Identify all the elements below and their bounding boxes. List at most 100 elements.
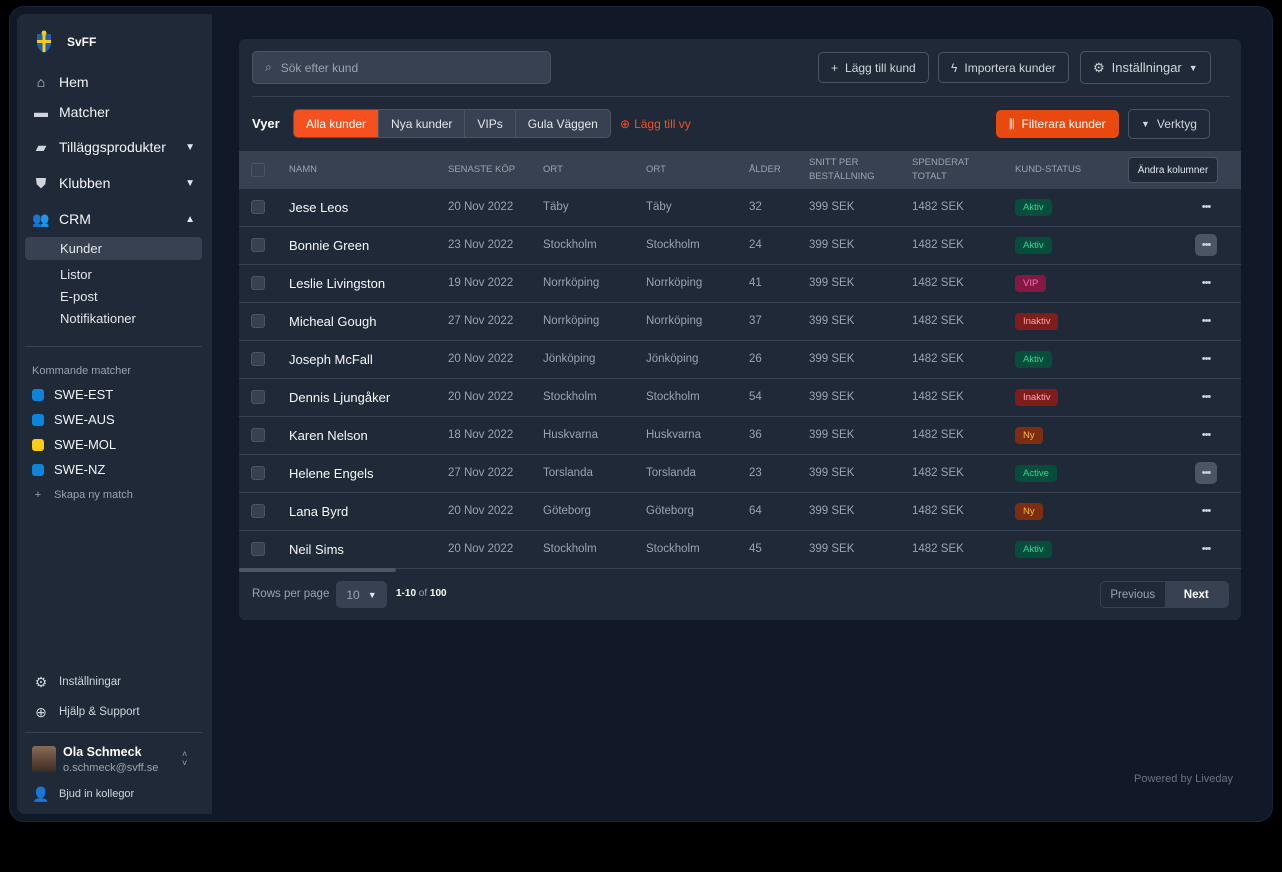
invite-button[interactable]: 👤 Bjud in kollegor — [32, 786, 195, 802]
ort: Jönköping — [543, 353, 596, 365]
add-customer-button[interactable]: + Lägg till kund — [818, 52, 929, 83]
row-checkbox[interactable] — [251, 390, 265, 404]
button-label: Filterara kunder — [1021, 117, 1106, 131]
match-swe-nz[interactable]: SWE-NZ — [32, 462, 105, 477]
nav-tillaggsprodukter[interactable]: ▰ Tilläggsprodukter ▼ — [33, 139, 195, 156]
nav-label: Matcher — [59, 104, 110, 120]
tools-button[interactable]: ▼ Verktyg — [1128, 109, 1210, 139]
tab-alla-kunder[interactable]: Alla kunder — [294, 110, 380, 137]
tab-vips[interactable]: VIPs — [465, 110, 516, 137]
nav-help[interactable]: ⊕ Hjälp & Support — [33, 704, 195, 720]
customer-name[interactable]: Leslie Livingston — [289, 276, 386, 291]
row-checkbox[interactable] — [251, 428, 265, 442]
col-age[interactable]: Ålder — [749, 164, 781, 175]
more-actions-icon[interactable]: ••• — [1195, 234, 1217, 256]
age: 37 — [749, 315, 762, 327]
settings-button[interactable]: ⚙ Inställningar ▼ — [1080, 51, 1211, 84]
invite-label: Bjud in kollegor — [59, 788, 135, 800]
customer-name[interactable]: Dennis Ljungåker — [289, 390, 391, 405]
more-actions-icon[interactable]: ••• — [1201, 201, 1212, 213]
table-row[interactable]: Jese Leos 20 Nov 2022 Täby Täby 32 399 S… — [239, 189, 1241, 227]
age: 23 — [749, 467, 762, 479]
col-ort[interactable]: Ort — [543, 164, 563, 175]
search-input[interactable]: ⌕ Sök efter kund — [252, 51, 551, 84]
col-name[interactable]: Namn — [289, 164, 317, 175]
nav-crm[interactable]: 👥 CRM ▲ — [32, 211, 195, 228]
nav-klubben[interactable]: ⛊ Klubben ▼ — [33, 175, 195, 192]
col-status[interactable]: Kund-status — [1015, 164, 1082, 175]
more-actions-icon[interactable]: ••• — [1201, 543, 1212, 555]
row-checkbox[interactable] — [251, 466, 265, 480]
sidebar-item-kunder[interactable]: Kunder — [25, 237, 202, 260]
row-checkbox[interactable] — [251, 276, 265, 290]
more-actions-icon[interactable]: ••• — [1201, 315, 1212, 327]
table-row[interactable]: Helene Engels 27 Nov 2022 Torslanda Tors… — [239, 455, 1241, 493]
customer-name[interactable]: Bonnie Green — [289, 238, 370, 253]
row-checkbox[interactable] — [251, 504, 265, 518]
customer-name[interactable]: Jese Leos — [289, 200, 349, 215]
row-checkbox[interactable] — [251, 314, 265, 328]
more-actions-icon[interactable]: ••• — [1195, 462, 1217, 484]
customer-name[interactable]: Helene Engels — [289, 466, 374, 481]
customer-name[interactable]: Lana Byrd — [289, 504, 349, 519]
select-all-checkbox[interactable] — [251, 163, 265, 177]
user-menu[interactable]: Ola Schmeck o.schmeck@svff.se ˄ ˅ — [32, 745, 197, 775]
nav-installningar[interactable]: ⚙ Inställningar — [33, 674, 195, 690]
status-badge: Inaktiv — [1015, 313, 1059, 330]
col-last-purchase[interactable]: Senaste köp — [448, 164, 516, 175]
tab-nya-kunder[interactable]: Nya kunder — [379, 110, 466, 137]
customer-name[interactable]: Karen Nelson — [289, 428, 368, 443]
nav-label: Klubben — [59, 175, 111, 191]
table-row[interactable]: Karen Nelson 18 Nov 2022 Huskvarna Huskv… — [239, 417, 1241, 455]
nav-matcher[interactable]: ▬ Matcher — [33, 104, 195, 120]
tab-gula-vaggen[interactable]: Gula Väggen — [527, 116, 598, 131]
table-row[interactable]: Lana Byrd 20 Nov 2022 Göteborg Göteborg … — [239, 493, 1241, 531]
filter-customers-button[interactable]: ⫼ Filterara kunder — [996, 110, 1119, 138]
table-row[interactable]: Joseph McFall 20 Nov 2022 Jönköping Jönk… — [239, 341, 1241, 379]
customer-name[interactable]: Micheal Gough — [289, 314, 377, 329]
next-button[interactable]: Next — [1164, 582, 1228, 607]
table-header: Namn Senaste köp Ort Ort Ålder Snitt per… — [239, 151, 1241, 189]
sidebar-item-notifikationer[interactable]: Notifikationer — [60, 311, 136, 326]
change-columns-button[interactable]: Ändra kolumner — [1128, 157, 1218, 183]
col-avg-line1: Snitt per — [809, 157, 859, 168]
table-row[interactable]: Neil Sims 20 Nov 2022 Stockholm Stockhol… — [239, 531, 1241, 569]
more-actions-icon[interactable]: ••• — [1201, 505, 1212, 517]
sidebar-item-listor[interactable]: Listor — [60, 267, 92, 282]
brand[interactable]: SvFF — [35, 30, 96, 54]
more-actions-icon[interactable]: ••• — [1201, 277, 1212, 289]
age: 36 — [749, 429, 762, 441]
avg-order: 399 SEK — [809, 201, 855, 213]
horizontal-scrollbar[interactable] — [239, 568, 396, 572]
col-ort-2[interactable]: Ort — [646, 164, 666, 175]
total-spent: 1482 SEK — [912, 429, 964, 441]
create-match-button[interactable]: + Skapa ny match — [32, 489, 133, 501]
table-row[interactable]: Micheal Gough 27 Nov 2022 Norrköping Nor… — [239, 303, 1241, 341]
row-checkbox[interactable] — [251, 200, 265, 214]
table-row[interactable]: Leslie Livingston 19 Nov 2022 Norrköping… — [239, 265, 1241, 303]
table-row[interactable]: Bonnie Green 23 Nov 2022 Stockholm Stock… — [239, 227, 1241, 265]
add-view-button[interactable]: ⊕ Lägg till vy — [620, 117, 691, 131]
row-checkbox[interactable] — [251, 542, 265, 556]
more-actions-icon[interactable]: ••• — [1201, 353, 1212, 365]
more-actions-icon[interactable]: ••• — [1201, 429, 1212, 441]
previous-button[interactable]: Previous — [1110, 588, 1156, 601]
col-spent[interactable]: Spenderat totalt — [912, 156, 969, 184]
nav-hem[interactable]: ⌂ Hem — [33, 74, 195, 90]
table-row[interactable]: Dennis Ljungåker 20 Nov 2022 Stockholm S… — [239, 379, 1241, 417]
match-swe-est[interactable]: SWE-EST — [32, 387, 113, 402]
bolt-icon: ϟ — [951, 60, 958, 75]
ort-2: Täby — [646, 201, 672, 213]
import-customers-button[interactable]: ϟ Importera kunder — [938, 52, 1069, 83]
col-avg[interactable]: Snitt per beställning — [809, 156, 874, 184]
row-checkbox[interactable] — [251, 238, 265, 252]
customer-name[interactable]: Joseph McFall — [289, 352, 373, 367]
customer-name[interactable]: Neil Sims — [289, 542, 344, 557]
match-swe-aus[interactable]: SWE-AUS — [32, 412, 115, 427]
rows-per-page-select[interactable]: 10 ▼ — [336, 581, 387, 608]
match-swe-mol[interactable]: SWE-MOL — [32, 437, 116, 452]
sidebar-item-epost[interactable]: E-post — [60, 289, 98, 304]
match-color-icon — [32, 438, 44, 451]
row-checkbox[interactable] — [251, 352, 265, 366]
more-actions-icon[interactable]: ••• — [1201, 391, 1212, 403]
